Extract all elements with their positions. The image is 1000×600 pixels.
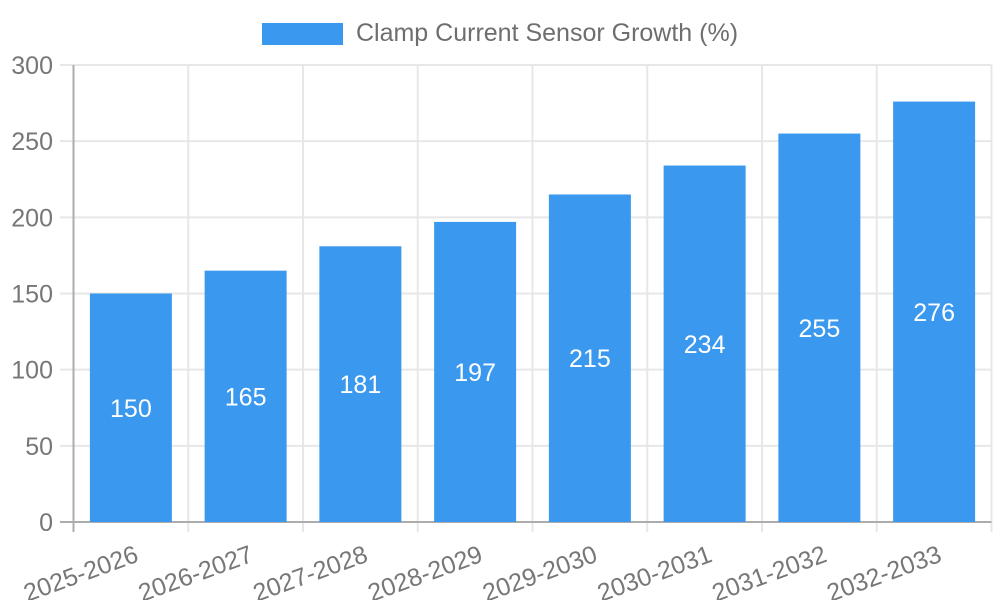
x-tick-label: 2026-2027 — [135, 540, 257, 600]
x-tick-label: 2032-2033 — [823, 540, 945, 600]
bar-2028-2029[interactable] — [434, 221, 517, 523]
x-tick-label: 2028-2029 — [364, 540, 486, 600]
x-tick-label: 2029-2030 — [479, 540, 601, 600]
bar-value-label: 215 — [569, 345, 611, 373]
bar-value-label: 197 — [454, 359, 496, 387]
x-tick-label: 2030-2031 — [594, 540, 716, 600]
bar-2032-2033[interactable] — [893, 101, 976, 522]
legend-swatch[interactable] — [261, 22, 343, 45]
x-tick-label: 2027-2028 — [249, 540, 371, 600]
bar-2029-2030[interactable] — [548, 194, 631, 522]
legend[interactable]: Clamp Current Sensor Growth (%) — [0, 0, 1000, 48]
bar-value-label: 165 — [225, 383, 267, 411]
y-tick-label: 250 — [11, 128, 53, 156]
bar-value-label: 150 — [110, 395, 152, 423]
y-tick-label: 100 — [11, 357, 53, 385]
y-tick-label: 300 — [11, 52, 53, 80]
bar-value-label: 255 — [799, 315, 841, 343]
y-tick-label: 200 — [11, 204, 53, 232]
x-tick-label: 2031-2032 — [708, 540, 830, 600]
bar-2030-2031[interactable] — [663, 165, 746, 523]
y-tick-label: 50 — [25, 433, 53, 461]
bar-2026-2027[interactable] — [204, 270, 287, 522]
legend-label[interactable]: Clamp Current Sensor Growth (%) — [355, 19, 739, 47]
x-tick-label: 2025-2026 — [20, 540, 142, 600]
y-tick-label: 150 — [11, 281, 53, 309]
bar-2025-2026[interactable] — [89, 293, 172, 523]
y-tick-label: 0 — [39, 509, 53, 537]
bar-2031-2032[interactable] — [778, 133, 861, 523]
bar-2027-2028[interactable] — [319, 246, 402, 522]
bar-value-label: 234 — [684, 331, 726, 359]
bar-value-label: 181 — [340, 371, 382, 399]
bar-value-label: 276 — [913, 299, 955, 327]
